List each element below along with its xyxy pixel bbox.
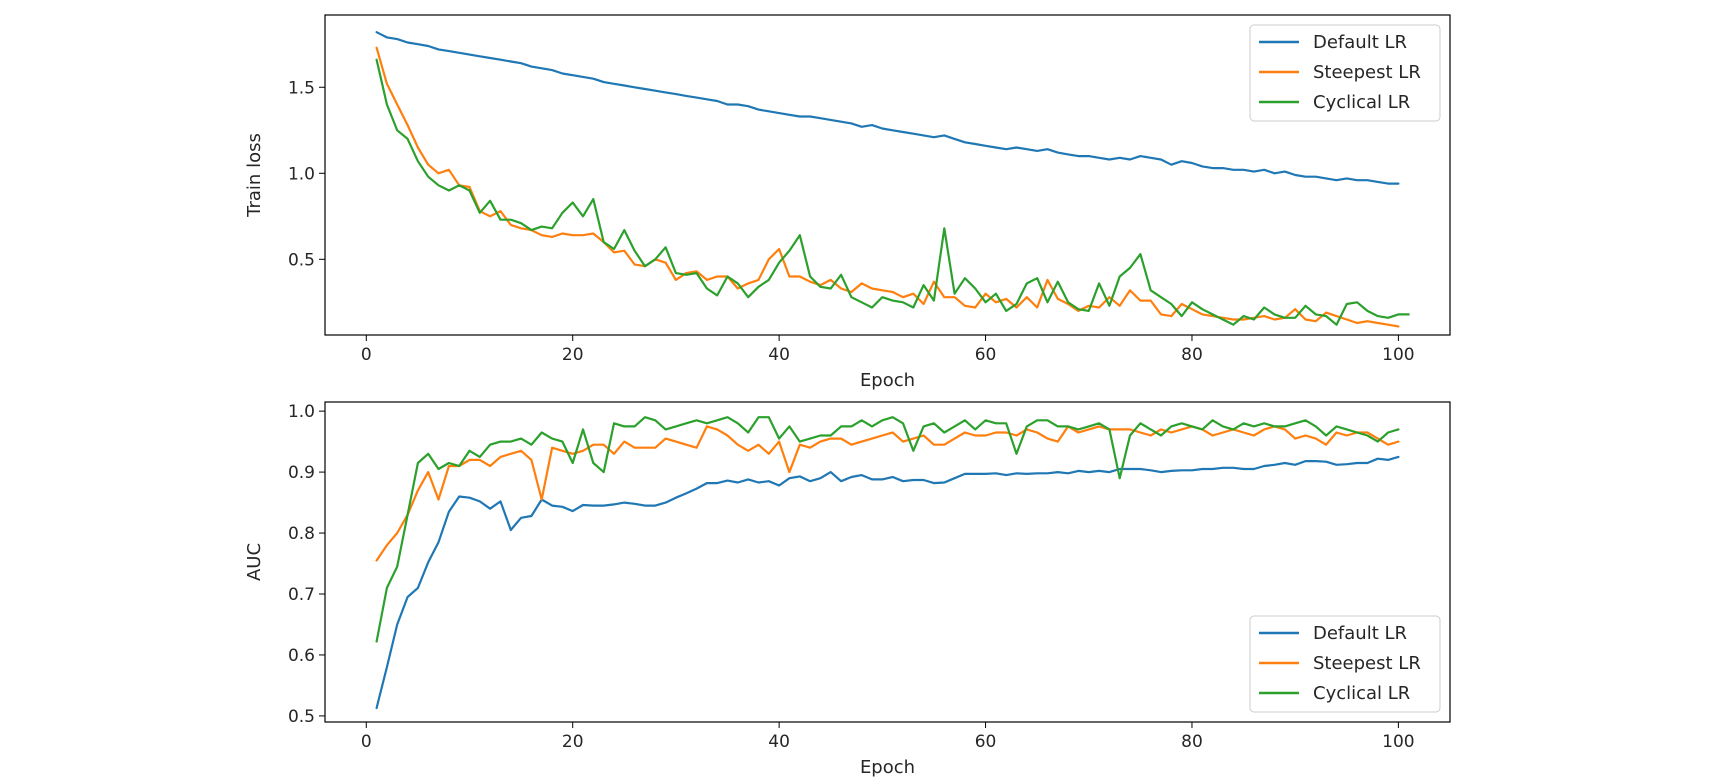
legend-box xyxy=(1249,615,1441,713)
y-tick-label: 1.0 xyxy=(288,402,315,422)
y-tick-label: 1.0 xyxy=(288,164,315,184)
series-line-1 xyxy=(375,31,1400,185)
series-line-2 xyxy=(375,425,1400,562)
x-tick-label: 100 xyxy=(1382,732,1414,752)
legend-label: Steepest LR xyxy=(1313,653,1421,674)
x-tick-label: 60 xyxy=(975,345,997,365)
y-axis-label: AUC xyxy=(244,543,265,581)
legend: Default LR Steepest LR Cyclical LR xyxy=(1249,24,1441,122)
legend-label: Cyclical LR xyxy=(1313,92,1410,113)
legend-label: Steepest LR xyxy=(1313,62,1421,83)
x-tick-label: 80 xyxy=(1181,345,1203,365)
x-tick-label: 40 xyxy=(768,732,790,752)
y-tick-label: 0.8 xyxy=(288,524,315,544)
series-line-3 xyxy=(375,416,1400,643)
legend-box xyxy=(1249,24,1441,122)
train-loss-panel: 0 20 40 60 80 100 0.5 1.0 1.5 Epoch Train loss Defa… xyxy=(244,14,1451,391)
x-axis-label: Epoch xyxy=(860,757,915,778)
plot-frame xyxy=(324,401,1451,723)
y-tick-label: 0.5 xyxy=(288,250,315,270)
series-line-3 xyxy=(375,58,1410,326)
legend-label: Default LR xyxy=(1313,623,1407,644)
auc-panel: 0 20 40 60 80 100 0.5 0.6 0.7 0.8 0.9 1.0 Epoch AUC De… xyxy=(244,401,1451,778)
y-tick-label: 0.7 xyxy=(288,585,315,605)
x-tick-label: 80 xyxy=(1181,732,1203,752)
y-tick-label: 0.5 xyxy=(288,707,315,727)
y-axis-label: Train loss xyxy=(244,133,265,218)
series-line-2 xyxy=(375,46,1400,328)
plot-frame xyxy=(324,14,1451,336)
y-tick-label: 1.5 xyxy=(288,78,315,98)
x-tick-label: 20 xyxy=(562,732,584,752)
series-line-1 xyxy=(375,455,1400,710)
x-tick-label: 20 xyxy=(562,345,584,365)
legend-label: Default LR xyxy=(1313,32,1407,53)
legend-label: Cyclical LR xyxy=(1313,683,1410,704)
x-axis-label: Epoch xyxy=(860,370,915,391)
y-tick-label: 0.6 xyxy=(288,646,315,666)
y-tick-label: 0.9 xyxy=(288,463,315,483)
x-tick-label: 0 xyxy=(361,732,372,752)
x-tick-label: 40 xyxy=(768,345,790,365)
legend: Default LR Steepest LR Cyclical LR xyxy=(1249,615,1441,713)
x-tick-label: 60 xyxy=(975,732,997,752)
x-tick-label: 100 xyxy=(1382,345,1414,365)
x-tick-label: 0 xyxy=(361,345,372,365)
